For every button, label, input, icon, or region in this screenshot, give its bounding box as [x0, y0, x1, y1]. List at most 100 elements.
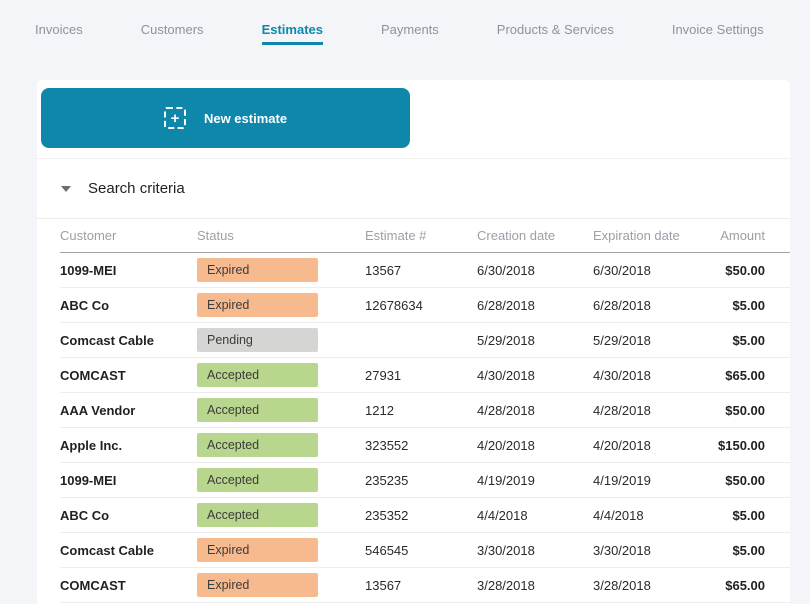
search-criteria-toggle[interactable]: Search criteria — [37, 159, 790, 219]
table-body: 1099-MEI Expired 13567 6/30/2018 6/30/20… — [60, 253, 790, 603]
status-badge: Expired — [197, 258, 318, 282]
amount-cell: $5.00 — [732, 332, 765, 348]
estimate-number-cell: 12678634 — [365, 297, 423, 313]
column-header-expiration-date: Expiration date — [593, 228, 680, 243]
expiration-date-cell: 4/19/2019 — [593, 472, 651, 488]
chevron-down-icon — [61, 185, 71, 192]
table-row[interactable]: Comcast Cable Expired 546545 3/30/2018 3… — [60, 533, 790, 568]
customer-cell: Comcast Cable — [60, 332, 154, 348]
expiration-date-cell: 6/28/2018 — [593, 297, 651, 313]
status-badge: Accepted — [197, 398, 318, 422]
add-box-icon: + — [163, 107, 186, 129]
amount-cell: $5.00 — [732, 507, 765, 523]
status-cell: Accepted — [197, 503, 365, 527]
estimate-number-cell: 235235 — [365, 472, 409, 488]
amount-cell: $50.00 — [725, 402, 765, 418]
estimate-number-cell: 27931 — [365, 367, 402, 383]
search-criteria-label: Search criteria — [88, 180, 185, 197]
table-header-row: Customer Status Estimate # Creation date… — [60, 219, 790, 253]
customer-cell: COMCAST — [60, 367, 126, 383]
table-row[interactable]: 1099-MEI Expired 13567 6/30/2018 6/30/20… — [60, 253, 790, 288]
status-badge: Pending — [197, 328, 318, 352]
table-row[interactable]: ABC Co Expired 12678634 6/28/2018 6/28/2… — [60, 288, 790, 323]
amount-cell: $65.00 — [725, 367, 765, 383]
status-badge: Expired — [197, 293, 318, 317]
creation-date-cell: 4/19/2019 — [477, 472, 535, 488]
amount-cell: $50.00 — [725, 472, 765, 488]
customer-cell: AAA Vendor — [60, 402, 136, 418]
amount-cell: $150.00 — [718, 437, 765, 453]
expiration-date-cell: 3/30/2018 — [593, 542, 651, 558]
column-header-amount: Amount — [720, 228, 765, 243]
table-row[interactable]: COMCAST Expired 13567 3/28/2018 3/28/201… — [60, 568, 790, 603]
amount-cell: $65.00 — [725, 577, 765, 593]
tab-products-services[interactable]: Products & Services — [496, 22, 614, 37]
table-row[interactable]: AAA Vendor Accepted 1212 4/28/2018 4/28/… — [60, 393, 790, 428]
table-row[interactable]: Comcast Cable Pending 5/29/2018 5/29/201… — [60, 323, 790, 358]
status-cell: Accepted — [197, 468, 365, 492]
customer-cell: Comcast Cable — [60, 542, 154, 558]
status-cell: Accepted — [197, 363, 365, 387]
estimate-number-cell: 546545 — [365, 542, 409, 558]
status-cell: Accepted — [197, 398, 365, 422]
estimates-table: Customer Status Estimate # Creation date… — [60, 219, 790, 604]
estimate-number-cell: 1212 — [365, 402, 394, 418]
expiration-date-cell: 3/28/2018 — [593, 577, 651, 593]
status-cell: Pending — [197, 328, 365, 352]
tab-payments[interactable]: Payments — [380, 22, 439, 37]
customer-cell: ABC Co — [60, 297, 110, 313]
expiration-date-cell: 5/29/2018 — [593, 332, 651, 348]
creation-date-cell: 6/30/2018 — [477, 262, 535, 278]
table-row[interactable]: 1099-MEI Accepted 235235 4/19/2019 4/19/… — [60, 463, 790, 498]
creation-date-cell: 4/20/2018 — [477, 437, 535, 453]
status-badge: Expired — [197, 538, 318, 562]
status-badge: Expired — [197, 573, 318, 597]
customer-cell: Apple Inc. — [60, 437, 123, 453]
estimate-number-cell: 13567 — [365, 577, 402, 593]
creation-date-cell: 4/28/2018 — [477, 402, 535, 418]
status-cell: Expired — [197, 573, 365, 597]
status-badge: Accepted — [197, 433, 318, 457]
expiration-date-cell: 4/28/2018 — [593, 402, 651, 418]
creation-date-cell: 3/28/2018 — [477, 577, 535, 593]
tab-estimates[interactable]: Estimates — [261, 22, 323, 45]
table-row[interactable]: Apple Inc. Accepted 323552 4/20/2018 4/2… — [60, 428, 790, 463]
status-cell: Expired — [197, 258, 365, 282]
creation-date-cell: 4/30/2018 — [477, 367, 535, 383]
customer-cell: COMCAST — [60, 577, 126, 593]
new-estimate-label: New estimate — [203, 110, 288, 126]
tab-bar: Invoices Customers Estimates Payments Produc… — [0, 0, 810, 45]
amount-cell: $5.00 — [732, 542, 765, 558]
amount-cell: $50.00 — [725, 262, 765, 278]
expiration-date-cell: 4/4/2018 — [593, 507, 644, 523]
estimate-number-cell: 235352 — [365, 507, 409, 523]
estimates-panel: + New estimate Search criteria Customer … — [37, 80, 790, 604]
table-row[interactable]: ABC Co Accepted 235352 4/4/2018 4/4/2018… — [60, 498, 790, 533]
status-cell: Expired — [197, 538, 365, 562]
tab-invoices[interactable]: Invoices — [35, 22, 83, 37]
creation-date-cell: 4/4/2018 — [477, 507, 528, 523]
table-row[interactable]: COMCAST Accepted 27931 4/30/2018 4/30/20… — [60, 358, 790, 393]
customer-cell: 1099-MEI — [60, 262, 117, 278]
tab-customers[interactable]: Customers — [140, 22, 204, 37]
estimate-number-cell: 13567 — [365, 262, 402, 278]
column-header-estimate-number: Estimate # — [365, 228, 427, 243]
expiration-date-cell: 4/20/2018 — [593, 437, 651, 453]
status-cell: Accepted — [197, 433, 365, 457]
status-badge: Accepted — [197, 468, 318, 492]
creation-date-cell: 5/29/2018 — [477, 332, 535, 348]
tab-invoice-settings[interactable]: Invoice Settings — [671, 22, 764, 37]
expiration-date-cell: 4/30/2018 — [593, 367, 651, 383]
customer-cell: ABC Co — [60, 507, 110, 523]
estimate-number-cell: 323552 — [365, 437, 409, 453]
status-cell: Expired — [197, 293, 365, 317]
status-badge: Accepted — [197, 503, 318, 527]
new-estimate-button[interactable]: + New estimate — [41, 88, 410, 148]
status-badge: Accepted — [197, 363, 318, 387]
column-header-customer: Customer — [60, 228, 117, 243]
amount-cell: $5.00 — [732, 297, 765, 313]
column-header-status: Status — [197, 228, 234, 243]
creation-date-cell: 3/30/2018 — [477, 542, 535, 558]
customer-cell: 1099-MEI — [60, 472, 117, 488]
toolbar: + New estimate — [37, 88, 790, 159]
